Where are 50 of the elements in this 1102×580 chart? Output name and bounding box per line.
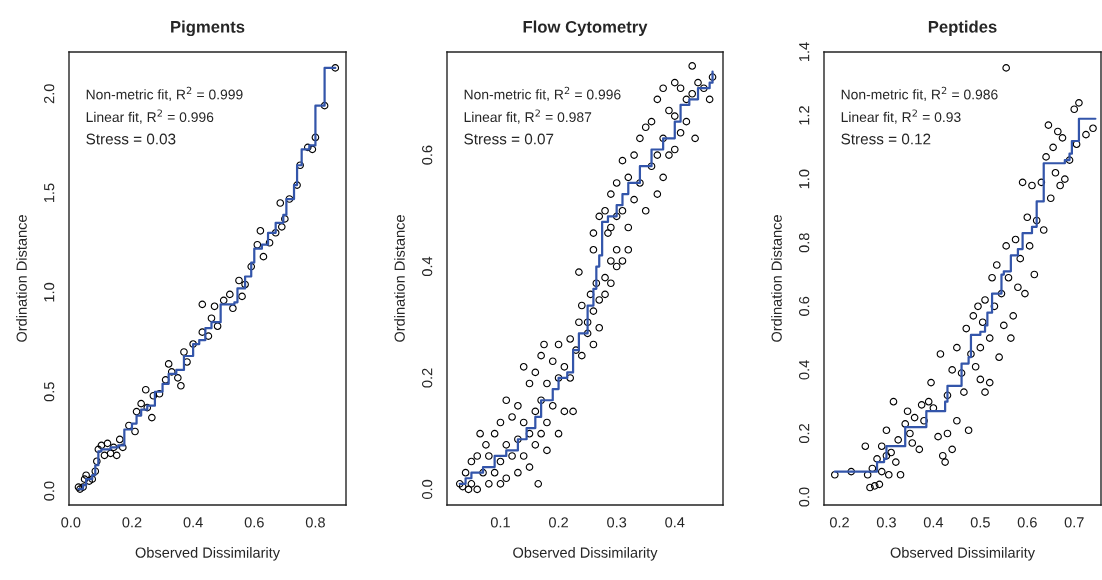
x-tick-label: 0.2 <box>122 517 142 528</box>
x-tick-label: 0.2 <box>549 517 568 528</box>
x-tick-label: 0.4 <box>923 517 944 528</box>
annotation: Non-metric fit, R$^{2}$ = 0.999 <box>86 86 243 102</box>
x-tick-label: 0.3 <box>607 517 627 528</box>
x-tick-label: 0.4 <box>183 517 203 528</box>
y-tick-label: 0.2 <box>798 424 810 444</box>
y-tick-label: 0.4 <box>798 360 810 380</box>
y-tick-label: 0.4 <box>421 256 433 277</box>
x-tick-label: 0.6 <box>244 517 264 528</box>
y-axis-title: Ordination Distance <box>394 215 405 342</box>
x-tick-label: 0.7 <box>1064 517 1084 528</box>
annotation: Linear fit, R$^{2}$ = 0.93 <box>841 109 961 124</box>
annotation: Stress = 0.03 <box>86 133 176 145</box>
y-tick-label: 0.0 <box>421 479 433 499</box>
x-tick-label: 0.0 <box>61 517 81 528</box>
annotation: Non-metric fit, R$^{2}$ = 0.986 <box>841 86 998 102</box>
y-tick-label: 1.4 <box>799 42 810 62</box>
y-axis-title: Ordination Distance <box>16 215 27 342</box>
annotation: Non-metric fit, R$^{2}$ = 0.996 <box>464 86 621 102</box>
x-tick-label: 0.2 <box>829 517 849 528</box>
y-tick-label: 2.0 <box>43 84 55 104</box>
y-tick-label: 0.2 <box>421 368 433 388</box>
y-tick-label: 1.0 <box>43 282 55 302</box>
x-tick-label: 0.4 <box>665 517 685 528</box>
chart-title: Pigments <box>171 20 245 37</box>
y-tick-label: 1.0 <box>798 169 810 189</box>
annotation: Linear fit, R$^{2}$ = 0.987 <box>464 109 592 124</box>
y-tick-label: 0.5 <box>43 382 55 402</box>
y-axis-title: Ordination Distance <box>771 215 782 342</box>
x-axis-title: Observed Dissimilarity <box>513 547 658 561</box>
x-axis-title: Observed Dissimilarity <box>135 547 280 561</box>
x-tick-label: 0.1 <box>490 517 510 528</box>
x-tick-label: 0.6 <box>1017 517 1037 528</box>
y-tick-label: 0.6 <box>798 296 810 316</box>
y-tick-label: 0.8 <box>798 233 810 253</box>
x-axis-title: Observed Dissimilarity <box>890 547 1035 561</box>
x-tick-label: 0.3 <box>876 517 896 528</box>
x-tick-label: 0.8 <box>305 517 325 528</box>
y-tick-label: 0.6 <box>421 145 433 165</box>
y-tick-label: 0.0 <box>798 487 810 507</box>
chart-title: Peptides <box>928 20 997 37</box>
x-tick-label: 0.5 <box>970 517 990 528</box>
chart-title: Flow Cytometry <box>523 20 648 37</box>
annotation: Stress = 0.12 <box>841 133 931 145</box>
y-tick-label: 1.5 <box>44 183 55 203</box>
y-tick-label: 1.2 <box>798 106 810 125</box>
annotation: Linear fit, R$^{2}$ = 0.996 <box>86 109 214 124</box>
y-tick-label: 0.0 <box>43 481 55 501</box>
annotation: Stress = 0.07 <box>464 133 554 145</box>
